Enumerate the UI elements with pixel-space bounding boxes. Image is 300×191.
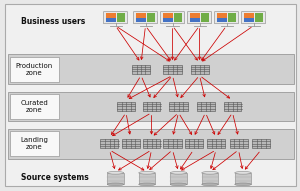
FancyBboxPatch shape [160, 12, 184, 24]
FancyBboxPatch shape [136, 13, 146, 18]
FancyBboxPatch shape [106, 13, 116, 18]
FancyBboxPatch shape [217, 13, 227, 18]
FancyBboxPatch shape [100, 139, 118, 148]
Text: Curated
zone: Curated zone [20, 100, 48, 113]
FancyBboxPatch shape [202, 173, 218, 184]
Ellipse shape [139, 183, 155, 186]
Ellipse shape [202, 172, 218, 174]
Ellipse shape [235, 172, 251, 174]
Ellipse shape [139, 172, 155, 174]
FancyBboxPatch shape [10, 94, 59, 119]
FancyBboxPatch shape [136, 18, 146, 22]
Text: Landing
zone: Landing zone [20, 137, 48, 150]
FancyBboxPatch shape [8, 92, 294, 121]
Text: Production
zone: Production zone [16, 63, 53, 76]
Text: Source systems: Source systems [21, 173, 89, 182]
FancyBboxPatch shape [132, 65, 150, 74]
FancyBboxPatch shape [163, 13, 173, 18]
FancyBboxPatch shape [184, 139, 202, 148]
FancyBboxPatch shape [164, 65, 181, 74]
FancyBboxPatch shape [106, 18, 116, 22]
FancyBboxPatch shape [10, 57, 59, 82]
FancyBboxPatch shape [174, 13, 182, 22]
FancyBboxPatch shape [252, 139, 270, 148]
FancyBboxPatch shape [214, 12, 239, 24]
FancyBboxPatch shape [163, 18, 173, 22]
Ellipse shape [107, 172, 124, 174]
Ellipse shape [202, 183, 218, 186]
Ellipse shape [107, 183, 124, 186]
FancyBboxPatch shape [244, 13, 254, 18]
FancyBboxPatch shape [230, 139, 247, 148]
FancyBboxPatch shape [142, 139, 160, 148]
Ellipse shape [170, 172, 187, 174]
FancyBboxPatch shape [196, 102, 214, 111]
FancyBboxPatch shape [142, 102, 160, 111]
Text: Business users: Business users [21, 16, 85, 26]
FancyBboxPatch shape [217, 18, 227, 22]
FancyBboxPatch shape [207, 139, 225, 148]
FancyBboxPatch shape [10, 131, 59, 156]
Ellipse shape [235, 183, 251, 186]
FancyBboxPatch shape [201, 13, 209, 22]
FancyBboxPatch shape [147, 13, 155, 22]
FancyBboxPatch shape [8, 54, 294, 84]
FancyBboxPatch shape [133, 12, 158, 24]
FancyBboxPatch shape [235, 173, 251, 184]
FancyBboxPatch shape [169, 102, 188, 111]
FancyBboxPatch shape [164, 139, 181, 148]
FancyBboxPatch shape [228, 13, 236, 22]
FancyBboxPatch shape [244, 18, 254, 22]
FancyBboxPatch shape [107, 173, 124, 184]
FancyBboxPatch shape [4, 4, 296, 186]
FancyBboxPatch shape [190, 13, 200, 18]
FancyBboxPatch shape [103, 12, 128, 24]
FancyBboxPatch shape [117, 13, 125, 22]
FancyBboxPatch shape [224, 102, 242, 111]
FancyBboxPatch shape [255, 13, 263, 22]
FancyBboxPatch shape [190, 18, 200, 22]
FancyBboxPatch shape [117, 102, 135, 111]
FancyBboxPatch shape [170, 173, 187, 184]
Ellipse shape [170, 183, 187, 186]
FancyBboxPatch shape [188, 12, 212, 24]
FancyBboxPatch shape [122, 139, 140, 148]
FancyBboxPatch shape [190, 65, 208, 74]
FancyBboxPatch shape [241, 12, 266, 24]
FancyBboxPatch shape [139, 173, 155, 184]
FancyBboxPatch shape [8, 129, 294, 159]
